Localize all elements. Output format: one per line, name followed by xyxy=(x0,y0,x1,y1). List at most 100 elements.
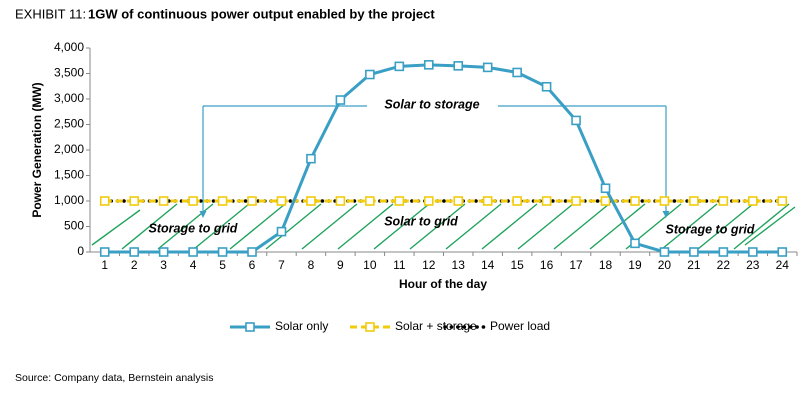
x-tick-label: 6 xyxy=(249,258,256,272)
x-tick-label: 15 xyxy=(510,258,524,272)
arrow-head xyxy=(662,211,670,218)
point-marker xyxy=(394,61,405,72)
y-tick-label: 3,000 xyxy=(54,91,84,105)
hatch-line xyxy=(589,203,646,250)
exhibit-label: EXHIBIT 11: xyxy=(15,6,86,21)
hatch-line xyxy=(661,203,718,250)
legend-label: Power load xyxy=(490,319,550,333)
x-tick-label: 14 xyxy=(481,258,495,272)
point-marker xyxy=(276,226,287,237)
point-marker xyxy=(276,196,287,206)
point-marker xyxy=(158,196,169,206)
legend-marker xyxy=(365,322,375,332)
point-marker xyxy=(600,183,611,194)
point-marker xyxy=(777,247,788,257)
point-marker xyxy=(394,196,405,206)
point-marker xyxy=(247,247,257,257)
point-marker xyxy=(335,196,346,206)
x-tick-label: 5 xyxy=(219,258,226,272)
y-tick-label: 1,500 xyxy=(54,168,84,182)
arrow-head xyxy=(199,211,207,218)
series-line xyxy=(104,63,783,254)
hatch-line xyxy=(91,209,141,246)
x-tick-label: 23 xyxy=(746,258,760,272)
hatch-line xyxy=(744,206,796,246)
hatch-line xyxy=(733,203,790,250)
y-tick-label: 1,000 xyxy=(54,193,84,207)
hatch-line xyxy=(229,203,286,250)
point-marker xyxy=(423,60,434,70)
point-marker xyxy=(335,95,346,105)
legend-marker xyxy=(245,322,255,332)
hatch-line xyxy=(301,203,358,250)
x-tick-label: 13 xyxy=(452,258,466,272)
hatch-line xyxy=(265,203,322,250)
x-tick-label: 17 xyxy=(569,258,583,272)
point-marker xyxy=(541,81,552,92)
y-tick-label: 2,000 xyxy=(54,142,84,156)
annotation: Storage to grid xyxy=(666,222,755,236)
point-marker xyxy=(99,196,110,206)
x-tick-label: 22 xyxy=(717,258,731,272)
point-marker xyxy=(600,196,611,206)
hatch-line xyxy=(445,203,502,250)
x-tick-label: 3 xyxy=(160,258,167,272)
point-marker xyxy=(689,196,699,206)
x-tick-label: 1 xyxy=(101,258,108,272)
point-marker xyxy=(748,247,758,257)
x-tick-label: 7 xyxy=(278,258,285,272)
point-marker xyxy=(217,247,228,257)
point-marker xyxy=(689,247,699,257)
point-marker xyxy=(365,69,375,80)
point-marker xyxy=(129,196,139,206)
y-tick-label: 2,500 xyxy=(54,117,84,131)
point-marker xyxy=(630,196,640,206)
x-tick-label: 11 xyxy=(393,258,406,272)
y-tick-label: 3,500 xyxy=(54,66,84,80)
point-marker xyxy=(748,196,758,206)
y-tick-label: 500 xyxy=(64,219,84,233)
point-marker xyxy=(718,196,729,206)
point-marker xyxy=(482,62,493,73)
annotation: Solar to storage xyxy=(384,97,479,111)
point-marker xyxy=(630,238,640,249)
annotation: Storage to grid xyxy=(149,221,238,235)
hatch-line xyxy=(409,203,466,250)
x-tick-label: 4 xyxy=(190,258,197,272)
point-marker xyxy=(247,196,257,206)
annotation: Solar to grid xyxy=(384,214,458,228)
y-tick-label: 0 xyxy=(77,244,84,258)
point-marker xyxy=(512,67,522,78)
point-marker xyxy=(482,196,493,206)
hatch-line xyxy=(337,203,394,250)
hatch-line xyxy=(697,203,754,250)
y-axis-label: Power Generation (MW) xyxy=(30,82,44,217)
legend-label: Solar + storage xyxy=(395,319,477,333)
point-marker xyxy=(718,247,729,257)
x-tick-label: 19 xyxy=(628,258,642,272)
point-marker xyxy=(659,196,670,206)
hatch-line xyxy=(517,203,574,250)
point-marker xyxy=(365,196,375,206)
point-marker xyxy=(423,196,434,206)
point-marker xyxy=(306,196,316,206)
x-tick-label: 12 xyxy=(422,258,436,272)
y-tick-label: 4,000 xyxy=(54,40,84,54)
point-marker xyxy=(158,247,169,257)
x-tick-label: 18 xyxy=(599,258,613,272)
point-marker xyxy=(512,196,522,206)
x-tick-label: 9 xyxy=(337,258,344,272)
point-marker xyxy=(453,61,464,71)
point-marker xyxy=(188,196,198,206)
hatch-line xyxy=(373,203,430,250)
point-marker xyxy=(188,247,198,257)
x-tick-label: 21 xyxy=(687,258,701,272)
x-tick-label: 16 xyxy=(540,258,554,272)
x-tick-label: 24 xyxy=(776,258,790,272)
hatch-line xyxy=(193,203,250,250)
point-marker xyxy=(659,247,670,257)
hatch-line xyxy=(481,203,538,250)
x-tick-label: 8 xyxy=(308,258,315,272)
point-marker xyxy=(453,196,464,206)
